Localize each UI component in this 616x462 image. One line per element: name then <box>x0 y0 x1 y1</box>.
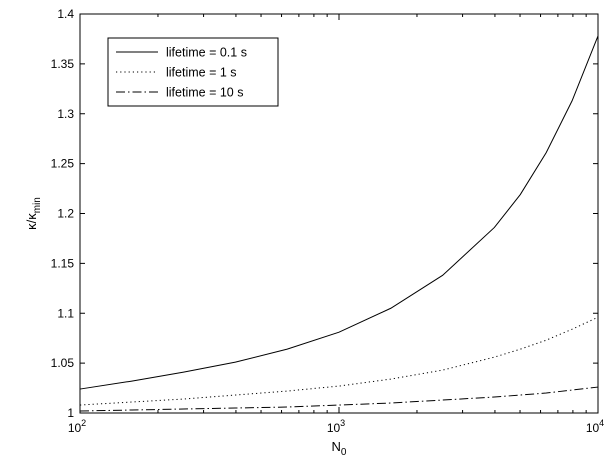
y-tick-label: 1.1 <box>57 306 74 320</box>
y-axis-label-sub: min <box>32 197 43 213</box>
y-tick-label: 1.35 <box>51 57 75 71</box>
x-tick-label: 102 <box>68 418 86 435</box>
legend-entry-1: lifetime = 0.1 s <box>166 46 247 60</box>
x-tick-label-exp: 2 <box>81 418 86 428</box>
x-tick-label-base: 10 <box>586 421 600 435</box>
y-tick-label: 1.25 <box>51 157 75 171</box>
x-tick-label-base: 10 <box>327 421 341 435</box>
y-tick-label: 1.2 <box>57 207 74 221</box>
x-axis-label-main: N <box>332 439 341 454</box>
x-tick-label-base: 10 <box>68 421 82 435</box>
y-tick-label: 1.3 <box>57 107 74 121</box>
series-layer <box>79 35 599 412</box>
legend: lifetime = 0.1 s lifetime = 1 s lifetime =… <box>107 37 279 107</box>
legend-entry-3: lifetime = 10 s <box>166 86 243 100</box>
x-axis-label: N0 <box>332 439 347 458</box>
series-line-1 <box>79 35 599 390</box>
x-tick-label: 103 <box>327 418 345 435</box>
series-line-2 <box>79 316 599 406</box>
x-tick-label: 104 <box>586 418 604 435</box>
x-tick-label-exp: 3 <box>340 418 345 428</box>
series-line-3 <box>79 386 599 412</box>
y-tick-label: 1 <box>67 406 74 420</box>
y-tick-label: 1.4 <box>57 7 74 21</box>
legend-entry-2: lifetime = 1 s <box>166 66 237 80</box>
legend-box <box>107 37 279 107</box>
x-tick-label-exp: 4 <box>599 418 604 428</box>
x-axis-label-sub: 0 <box>341 447 347 458</box>
y-axis-label: κ/κmin <box>24 197 43 230</box>
y-tick-label: 1.15 <box>51 256 75 270</box>
y-tick-label: 1.05 <box>51 356 75 370</box>
y-axis-label-main: κ/κ <box>24 213 39 230</box>
plot-frame <box>79 13 599 414</box>
